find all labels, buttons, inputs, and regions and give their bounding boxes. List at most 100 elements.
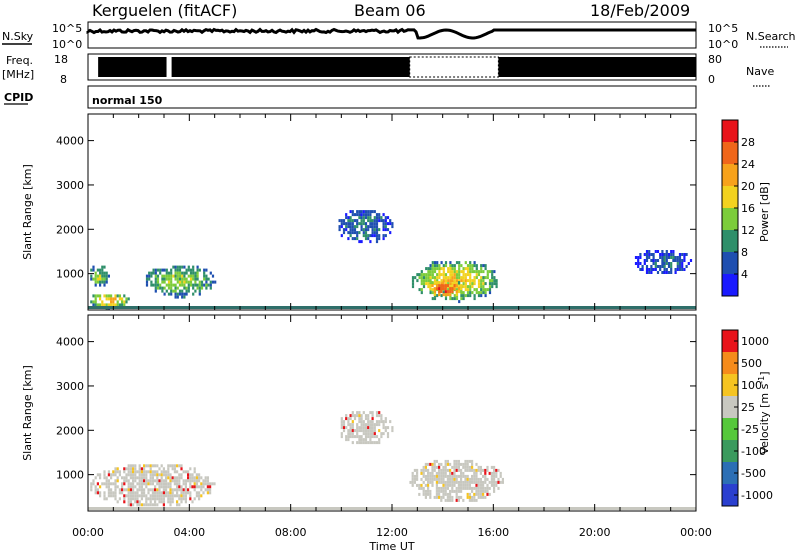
echo-cell — [464, 294, 467, 298]
echo-cell — [351, 219, 354, 223]
echo-cell — [193, 497, 196, 501]
echo-cell — [360, 414, 363, 418]
echo-cell — [411, 480, 414, 484]
echo-cell — [345, 213, 348, 217]
echo-cell — [132, 485, 135, 489]
echo-cell — [422, 492, 425, 496]
echo-cell — [134, 497, 137, 501]
echo-cell — [167, 485, 170, 489]
colorbar-swatch — [722, 330, 738, 352]
echo-cell — [99, 297, 102, 301]
echo-cell — [457, 483, 460, 487]
echo-cell — [499, 471, 502, 475]
echo-cell — [182, 494, 185, 498]
echo-cell — [158, 497, 161, 501]
echo-cell — [129, 476, 132, 480]
echo-cell — [477, 483, 480, 487]
echo-cell — [149, 467, 152, 471]
echo-cell — [181, 292, 184, 296]
echo-cell — [446, 483, 449, 487]
echo-cell — [103, 271, 106, 275]
echo-cell — [442, 492, 445, 496]
echo-cell — [351, 210, 354, 214]
echo-cell — [161, 286, 164, 290]
echo-cell — [475, 498, 478, 502]
echo-cell — [484, 486, 487, 490]
nave-tick-0: 0 — [708, 73, 715, 86]
echo-cell — [193, 482, 196, 486]
echo-cell — [170, 271, 173, 275]
echo-cell — [427, 471, 430, 475]
echo-cell — [112, 482, 115, 486]
echo-cell — [367, 237, 370, 241]
echo-cell — [493, 486, 496, 490]
echo-cell — [143, 482, 146, 486]
echo-cell — [105, 274, 108, 278]
echo-cell — [103, 283, 106, 287]
echo-cell — [90, 274, 93, 278]
echo-cell — [440, 273, 443, 277]
echo-cell — [103, 476, 106, 480]
echo-cell — [107, 482, 110, 486]
echo-cell — [347, 225, 350, 229]
echo-cell — [425, 279, 428, 283]
echo-cell — [129, 494, 132, 498]
echo-cell — [491, 285, 494, 289]
echo-cell — [446, 495, 449, 499]
echo-cell — [464, 486, 467, 490]
echo-cell — [477, 486, 480, 490]
echo-cell — [110, 294, 113, 298]
echo-cell — [147, 488, 150, 492]
echo-cell — [480, 276, 483, 280]
echo-cell — [457, 495, 460, 499]
echo-cell — [116, 294, 119, 298]
echo-cell — [464, 279, 467, 283]
echo-cell — [349, 414, 352, 418]
echo-cell — [206, 479, 209, 483]
x-axis-title: Time UT — [368, 540, 414, 553]
echo-cell — [211, 280, 215, 284]
echo-cell — [480, 285, 483, 289]
echo-cell — [460, 474, 463, 478]
echo-cell — [429, 291, 432, 295]
echo-cell — [429, 495, 432, 499]
echo-cell — [416, 483, 419, 487]
echo-cell — [482, 483, 485, 487]
echo-cell — [495, 468, 498, 472]
echo-cell — [176, 464, 179, 468]
echo-cell — [435, 492, 438, 496]
echo-cell — [347, 417, 350, 421]
echo-cell — [471, 279, 474, 283]
echo-cell — [453, 468, 456, 472]
echo-cell — [460, 294, 463, 298]
power-colorbar-label: Power [dB] — [758, 182, 771, 242]
echo-cell — [101, 482, 104, 486]
echo-cell — [444, 474, 447, 478]
velocity-colorbar-label: Velocity [m s-1] — [757, 371, 771, 454]
echo-cell — [154, 479, 157, 483]
echo-cell — [444, 459, 447, 463]
echo-cell — [491, 270, 494, 274]
echo-cell — [457, 498, 460, 502]
echo-cell — [462, 462, 465, 466]
echo-cell — [654, 268, 657, 271]
echo-cell — [420, 471, 423, 475]
echo-cell — [195, 491, 198, 495]
echo-cell — [442, 474, 445, 478]
echo-cell — [101, 268, 104, 272]
echo-cell — [347, 429, 350, 433]
echo-cell — [189, 479, 192, 483]
echo-cell — [205, 283, 208, 287]
echo-cell — [156, 491, 159, 495]
echo-cell — [358, 213, 361, 217]
echo-cell — [493, 480, 496, 484]
echo-cell — [431, 297, 434, 301]
velocity-x-axis — [87, 315, 697, 511]
echo-cell — [364, 438, 368, 442]
echo-cell — [349, 429, 352, 433]
echo-cell — [162, 488, 165, 492]
echo-cell — [165, 482, 168, 486]
ytick-label: 4000 — [56, 336, 84, 349]
echo-cell — [455, 459, 458, 463]
echo-cell — [375, 435, 379, 439]
